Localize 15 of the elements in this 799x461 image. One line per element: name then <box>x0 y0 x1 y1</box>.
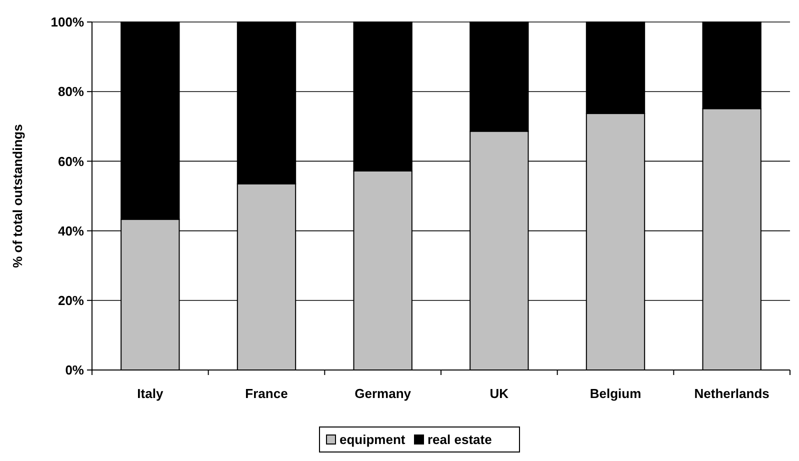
y-tick-label: 20% <box>58 292 84 308</box>
y-tick-label: 100% <box>50 14 84 30</box>
y-tick-label: 0% <box>65 362 84 378</box>
legend-label: equipment <box>340 432 406 447</box>
legend-label: real estate <box>428 432 492 447</box>
x-tick-label: Netherlands <box>694 386 770 401</box>
x-tick-label: France <box>245 386 288 401</box>
x-tick-label: Belgium <box>590 386 642 401</box>
y-tick-label: 40% <box>58 223 84 238</box>
y-tick-label: 60% <box>58 154 84 169</box>
x-tick-label: Germany <box>354 386 412 401</box>
x-tick-label: Italy <box>137 386 164 401</box>
y-axis-title: % of total outstandings <box>10 124 25 268</box>
x-tick-label: UK <box>490 386 510 401</box>
y-tick-label: 80% <box>58 84 84 100</box>
